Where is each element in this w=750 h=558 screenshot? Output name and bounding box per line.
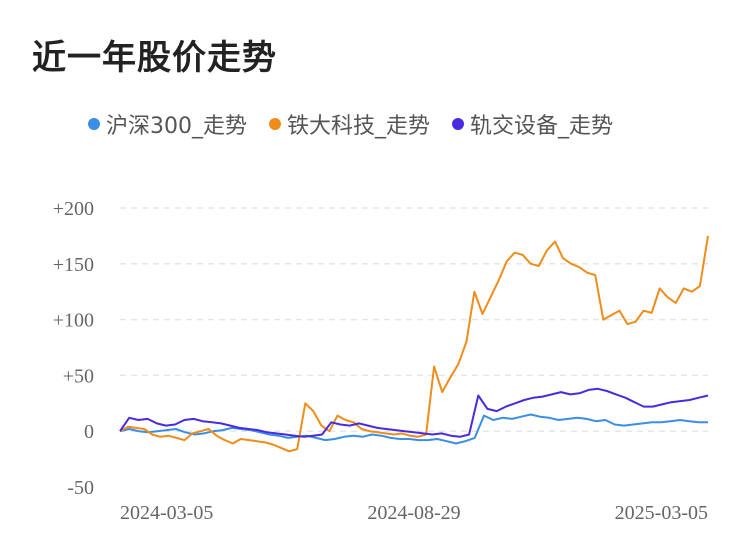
x-tick-label: 2025-03-05 <box>615 502 708 524</box>
x-axis-ticks: 2024-03-05 2024-08-29 2025-03-05 <box>120 502 708 524</box>
y-tick-label: 0 <box>84 421 94 443</box>
y-tick-label: +100 <box>53 310 94 332</box>
legend-item-tieda[interactable]: 铁大科技_走势 <box>269 108 430 140</box>
legend-dot-tieda <box>269 118 281 130</box>
x-tick-label: 2024-03-05 <box>120 502 213 524</box>
grid-lines <box>120 207 708 432</box>
rail-equipment-line <box>119 387 709 438</box>
legend-label-rail: 轨交设备_走势 <box>470 114 614 139</box>
legend-item-csi300[interactable]: 沪深300_走势 <box>88 108 247 140</box>
legend-item-rail[interactable]: 轨交设备_走势 <box>452 108 613 140</box>
x-tick-label: 2024-08-29 <box>367 502 460 524</box>
chart-title: 近一年股价走势 <box>32 38 277 78</box>
legend-dot-rail <box>452 118 465 130</box>
legend-dot-csi300 <box>88 118 100 130</box>
tieda-line <box>119 235 709 453</box>
series-lines <box>119 235 709 453</box>
legend-label-tieda: 铁大科技_走势 <box>287 114 431 139</box>
y-tick-label: -50 <box>67 477 94 499</box>
y-axis-ticks: +200 +150 +100 +50 0 -50 <box>53 198 94 499</box>
y-tick-label: +200 <box>53 198 94 220</box>
y-tick-label: +50 <box>63 365 94 387</box>
chart-legend: 沪深300_走势 铁大科技_走势 轨交设备_走势 <box>88 108 613 140</box>
y-tick-label: +150 <box>53 254 94 276</box>
legend-label-csi300: 沪深300_走势 <box>106 114 247 139</box>
csi300-line <box>119 413 708 445</box>
